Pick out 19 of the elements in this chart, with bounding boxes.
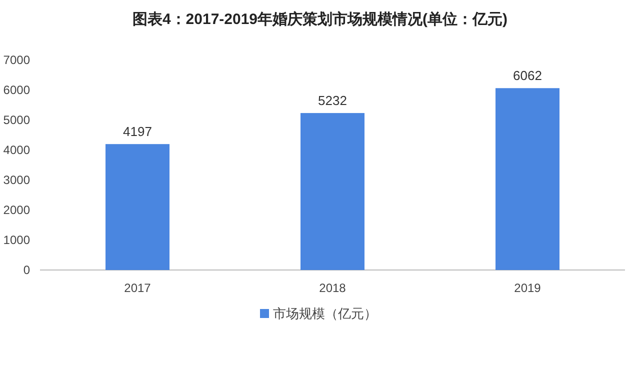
bar [300,113,364,270]
y-tick-label: 3000 [3,173,30,187]
data-label: 6062 [513,68,542,84]
chart-title: 图表4：2017-2019年婚庆策划市场规模情况(单位：亿元) [132,10,508,28]
y-tick-label: 2000 [3,203,30,217]
y-tick-label: 0 [23,263,30,277]
y-tick-label: 6000 [3,83,30,97]
data-label: 4197 [123,124,152,140]
x-tick-label: 2019 [514,281,542,295]
bar [496,88,560,270]
y-tick-label: 4000 [3,143,30,157]
legend-label: 市场规模（亿元） [273,306,377,321]
data-label: 5232 [318,93,347,108]
x-tick-label: 2017 [124,281,152,295]
bar [106,144,170,270]
x-tick-label: 2018 [319,281,346,295]
y-tick-label: 7000 [3,53,30,67]
y-tick-label: 1000 [3,233,30,247]
y-tick-label: 5000 [3,113,30,127]
